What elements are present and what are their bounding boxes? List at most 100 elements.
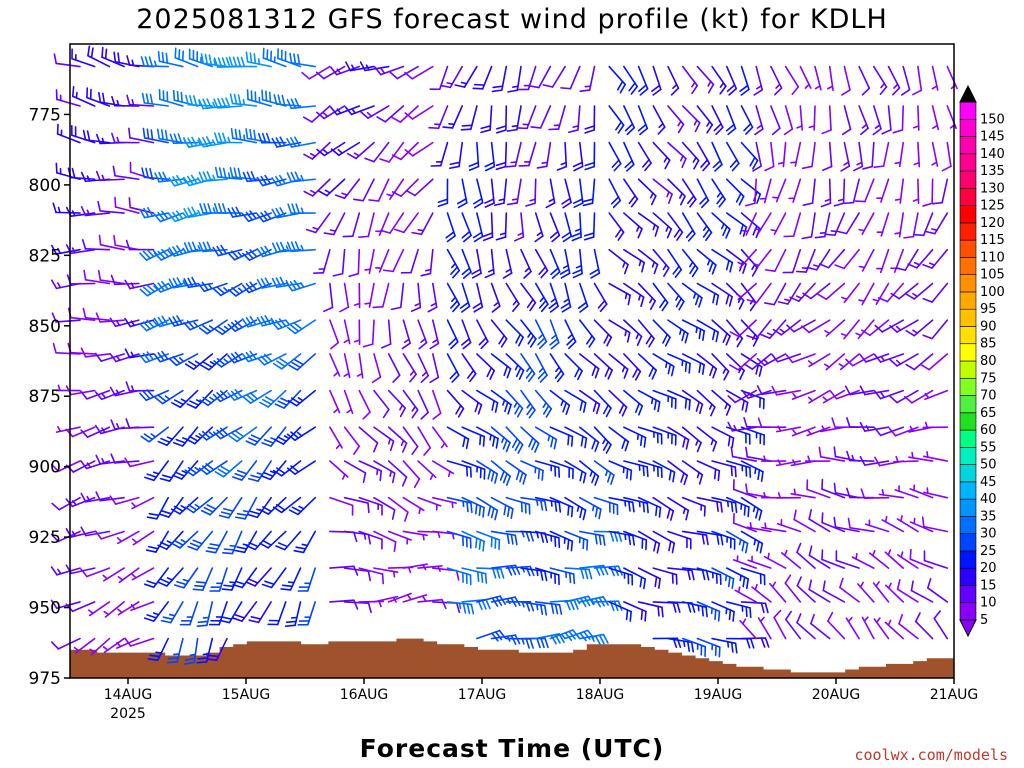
barb-full — [896, 579, 901, 590]
chart-title: 2025081312 GFS forecast wind profile (kt… — [136, 4, 888, 35]
barb-full — [688, 362, 691, 374]
barb-full — [498, 334, 505, 345]
barb-full — [605, 407, 612, 418]
barb-full — [526, 298, 534, 309]
barb-shaft — [902, 65, 911, 91]
wind-barb — [836, 212, 860, 235]
wind-barb — [183, 276, 214, 289]
wind-barb — [835, 550, 860, 569]
wind-barb — [892, 105, 905, 134]
wind-barb — [770, 105, 781, 136]
barb-shaft — [732, 522, 758, 533]
barb-full — [528, 437, 534, 448]
wind-barb — [505, 141, 522, 168]
wind-barb — [461, 496, 485, 518]
wind-barb — [652, 567, 678, 585]
barb-shaft — [811, 141, 816, 168]
barb-full — [638, 405, 644, 416]
barb-full — [544, 637, 549, 649]
barb-full — [162, 171, 168, 182]
barb-half — [502, 399, 506, 406]
barb-full — [187, 466, 198, 474]
barb-full — [157, 440, 168, 447]
wind-barb — [884, 619, 905, 640]
barb-full — [297, 53, 301, 65]
barb-full — [97, 200, 101, 212]
barb-full — [680, 472, 685, 483]
barb-half — [624, 292, 628, 300]
barb-full — [491, 632, 499, 642]
wind-barb — [725, 65, 738, 96]
colorbar-label: 50 — [980, 458, 997, 473]
barb-full — [172, 316, 179, 326]
barb-shaft — [417, 426, 432, 449]
barb-full — [624, 160, 633, 169]
wind-barb — [241, 350, 272, 363]
colorbar-label: 25 — [980, 544, 997, 559]
barb-full — [796, 613, 802, 624]
barb-full — [537, 337, 546, 346]
barb-half — [209, 396, 216, 402]
barb-full — [260, 475, 272, 481]
barb-half — [524, 267, 531, 273]
wind-barb — [651, 65, 662, 96]
barb-full — [149, 654, 161, 658]
barb-full — [668, 469, 672, 481]
barb-half — [103, 610, 110, 616]
barb-half — [796, 125, 803, 129]
barb-full — [495, 165, 507, 171]
barb-shaft — [784, 582, 802, 603]
barb-half — [335, 443, 341, 450]
barb-full — [873, 427, 882, 437]
barb-full — [404, 149, 414, 157]
barb-shaft — [843, 65, 851, 91]
barb-full — [502, 472, 508, 484]
barb-full — [271, 321, 280, 330]
barb-half — [86, 209, 91, 216]
barb-full — [172, 176, 180, 186]
barb-half — [86, 462, 92, 469]
wind-barb — [55, 426, 81, 433]
barb-full — [271, 277, 278, 288]
barb-full — [499, 470, 505, 481]
barb-full — [237, 167, 242, 179]
barb-full — [382, 408, 390, 419]
barb-full — [249, 52, 253, 64]
barb-half — [182, 177, 187, 184]
barb-full — [640, 296, 645, 308]
barb-half — [534, 466, 537, 474]
barb-full — [725, 293, 730, 305]
wind-barb — [584, 141, 596, 171]
barb-full — [51, 502, 61, 511]
wind-barb — [740, 141, 759, 170]
barb-full — [931, 201, 943, 205]
colorbar-label: 115 — [980, 233, 1005, 248]
barb-full — [168, 317, 176, 327]
barb-full — [491, 89, 503, 93]
barb-half — [575, 264, 583, 269]
barb-full — [176, 90, 180, 102]
barb-full — [250, 616, 262, 620]
wind-barb — [222, 530, 243, 555]
wind-barb — [86, 87, 111, 107]
barb-half — [116, 422, 120, 430]
barb-half — [807, 396, 814, 402]
wind-barb — [894, 178, 905, 204]
barb-full — [161, 474, 173, 479]
wind-barb — [548, 105, 566, 131]
barb-full — [529, 565, 535, 577]
barb-full — [542, 404, 550, 415]
barb-full — [248, 578, 259, 584]
barb-full — [209, 543, 221, 547]
wind-barb — [461, 426, 486, 447]
colorbar-bin — [959, 153, 977, 172]
wind-barb — [760, 455, 787, 462]
barb-shaft — [821, 521, 846, 533]
barb-full — [289, 281, 297, 291]
barb-full — [183, 278, 190, 289]
wind-barb — [623, 65, 638, 95]
barb-full — [143, 583, 155, 589]
barb-half — [706, 120, 711, 127]
barb-half — [865, 425, 870, 432]
wind-barb — [637, 426, 663, 445]
